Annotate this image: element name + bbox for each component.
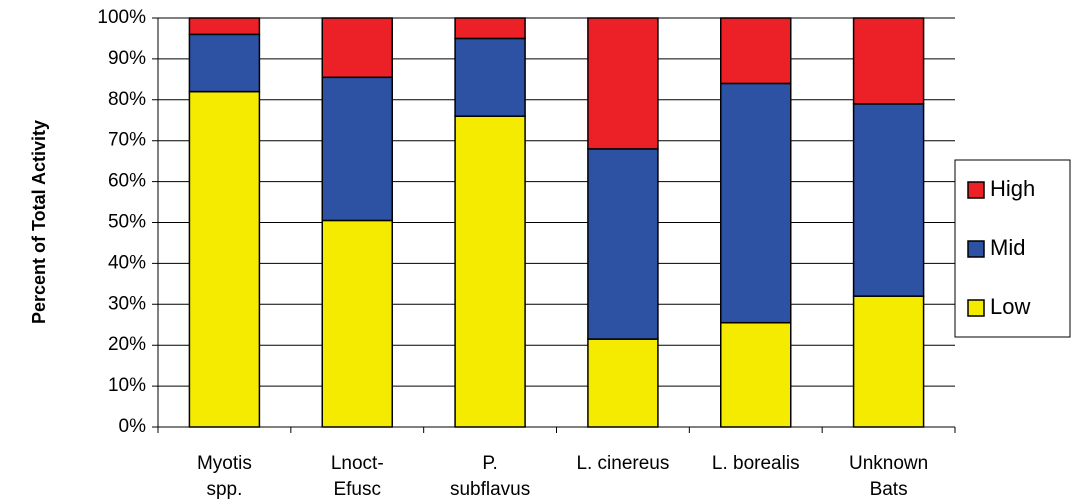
bar-segment — [321, 219, 393, 428]
y-tick-label: 50% — [108, 212, 146, 233]
x-tick-label: L. cinereus — [576, 453, 669, 474]
legend-swatch — [967, 299, 985, 317]
legend-label: Mid — [990, 235, 1025, 260]
bar-segment — [188, 17, 261, 36]
bar-segment — [321, 17, 393, 79]
bar-segment — [454, 115, 526, 428]
bar-segment — [720, 17, 792, 85]
x-tick-label: Myotis spp. — [197, 453, 252, 500]
bar-segment — [188, 33, 261, 93]
legend-label: High — [990, 176, 1035, 201]
y-tick-label: 10% — [108, 375, 146, 396]
y-tick-label: 40% — [108, 252, 146, 273]
x-tick-label: L. borealis — [712, 453, 800, 474]
y-tick-label: 60% — [108, 171, 146, 192]
bar-segment — [587, 148, 659, 340]
y-tick-label: 80% — [108, 89, 146, 110]
y-tick-label: 30% — [108, 293, 146, 314]
bar-segment — [720, 321, 792, 428]
bar-segment — [587, 338, 659, 428]
bar-segment — [852, 103, 925, 297]
legend-label: Low — [990, 294, 1030, 319]
bar-segment — [454, 17, 526, 40]
bar-segment — [321, 76, 393, 222]
x-tick-label: P. subflavus — [450, 453, 530, 500]
x-tick-label: Unknown Bats — [849, 453, 928, 500]
bar-segment — [454, 37, 526, 117]
y-tick-label: 0% — [119, 416, 147, 437]
bar-segment — [720, 82, 792, 324]
x-tick-label: Lnoct-Efusc — [331, 453, 384, 500]
y-tick-label: 100% — [97, 7, 146, 28]
bar-segment — [852, 17, 925, 105]
y-tick-label: 70% — [108, 130, 146, 151]
bar-segment — [188, 90, 261, 428]
y-axis-label: Percent of Total Activity — [29, 120, 49, 324]
legend-swatch — [967, 240, 985, 258]
bar-segment — [852, 295, 925, 428]
bar-segment — [587, 17, 659, 150]
legend-swatch — [967, 181, 985, 199]
y-tick-label: 20% — [108, 334, 146, 355]
y-tick-label: 90% — [108, 48, 146, 69]
